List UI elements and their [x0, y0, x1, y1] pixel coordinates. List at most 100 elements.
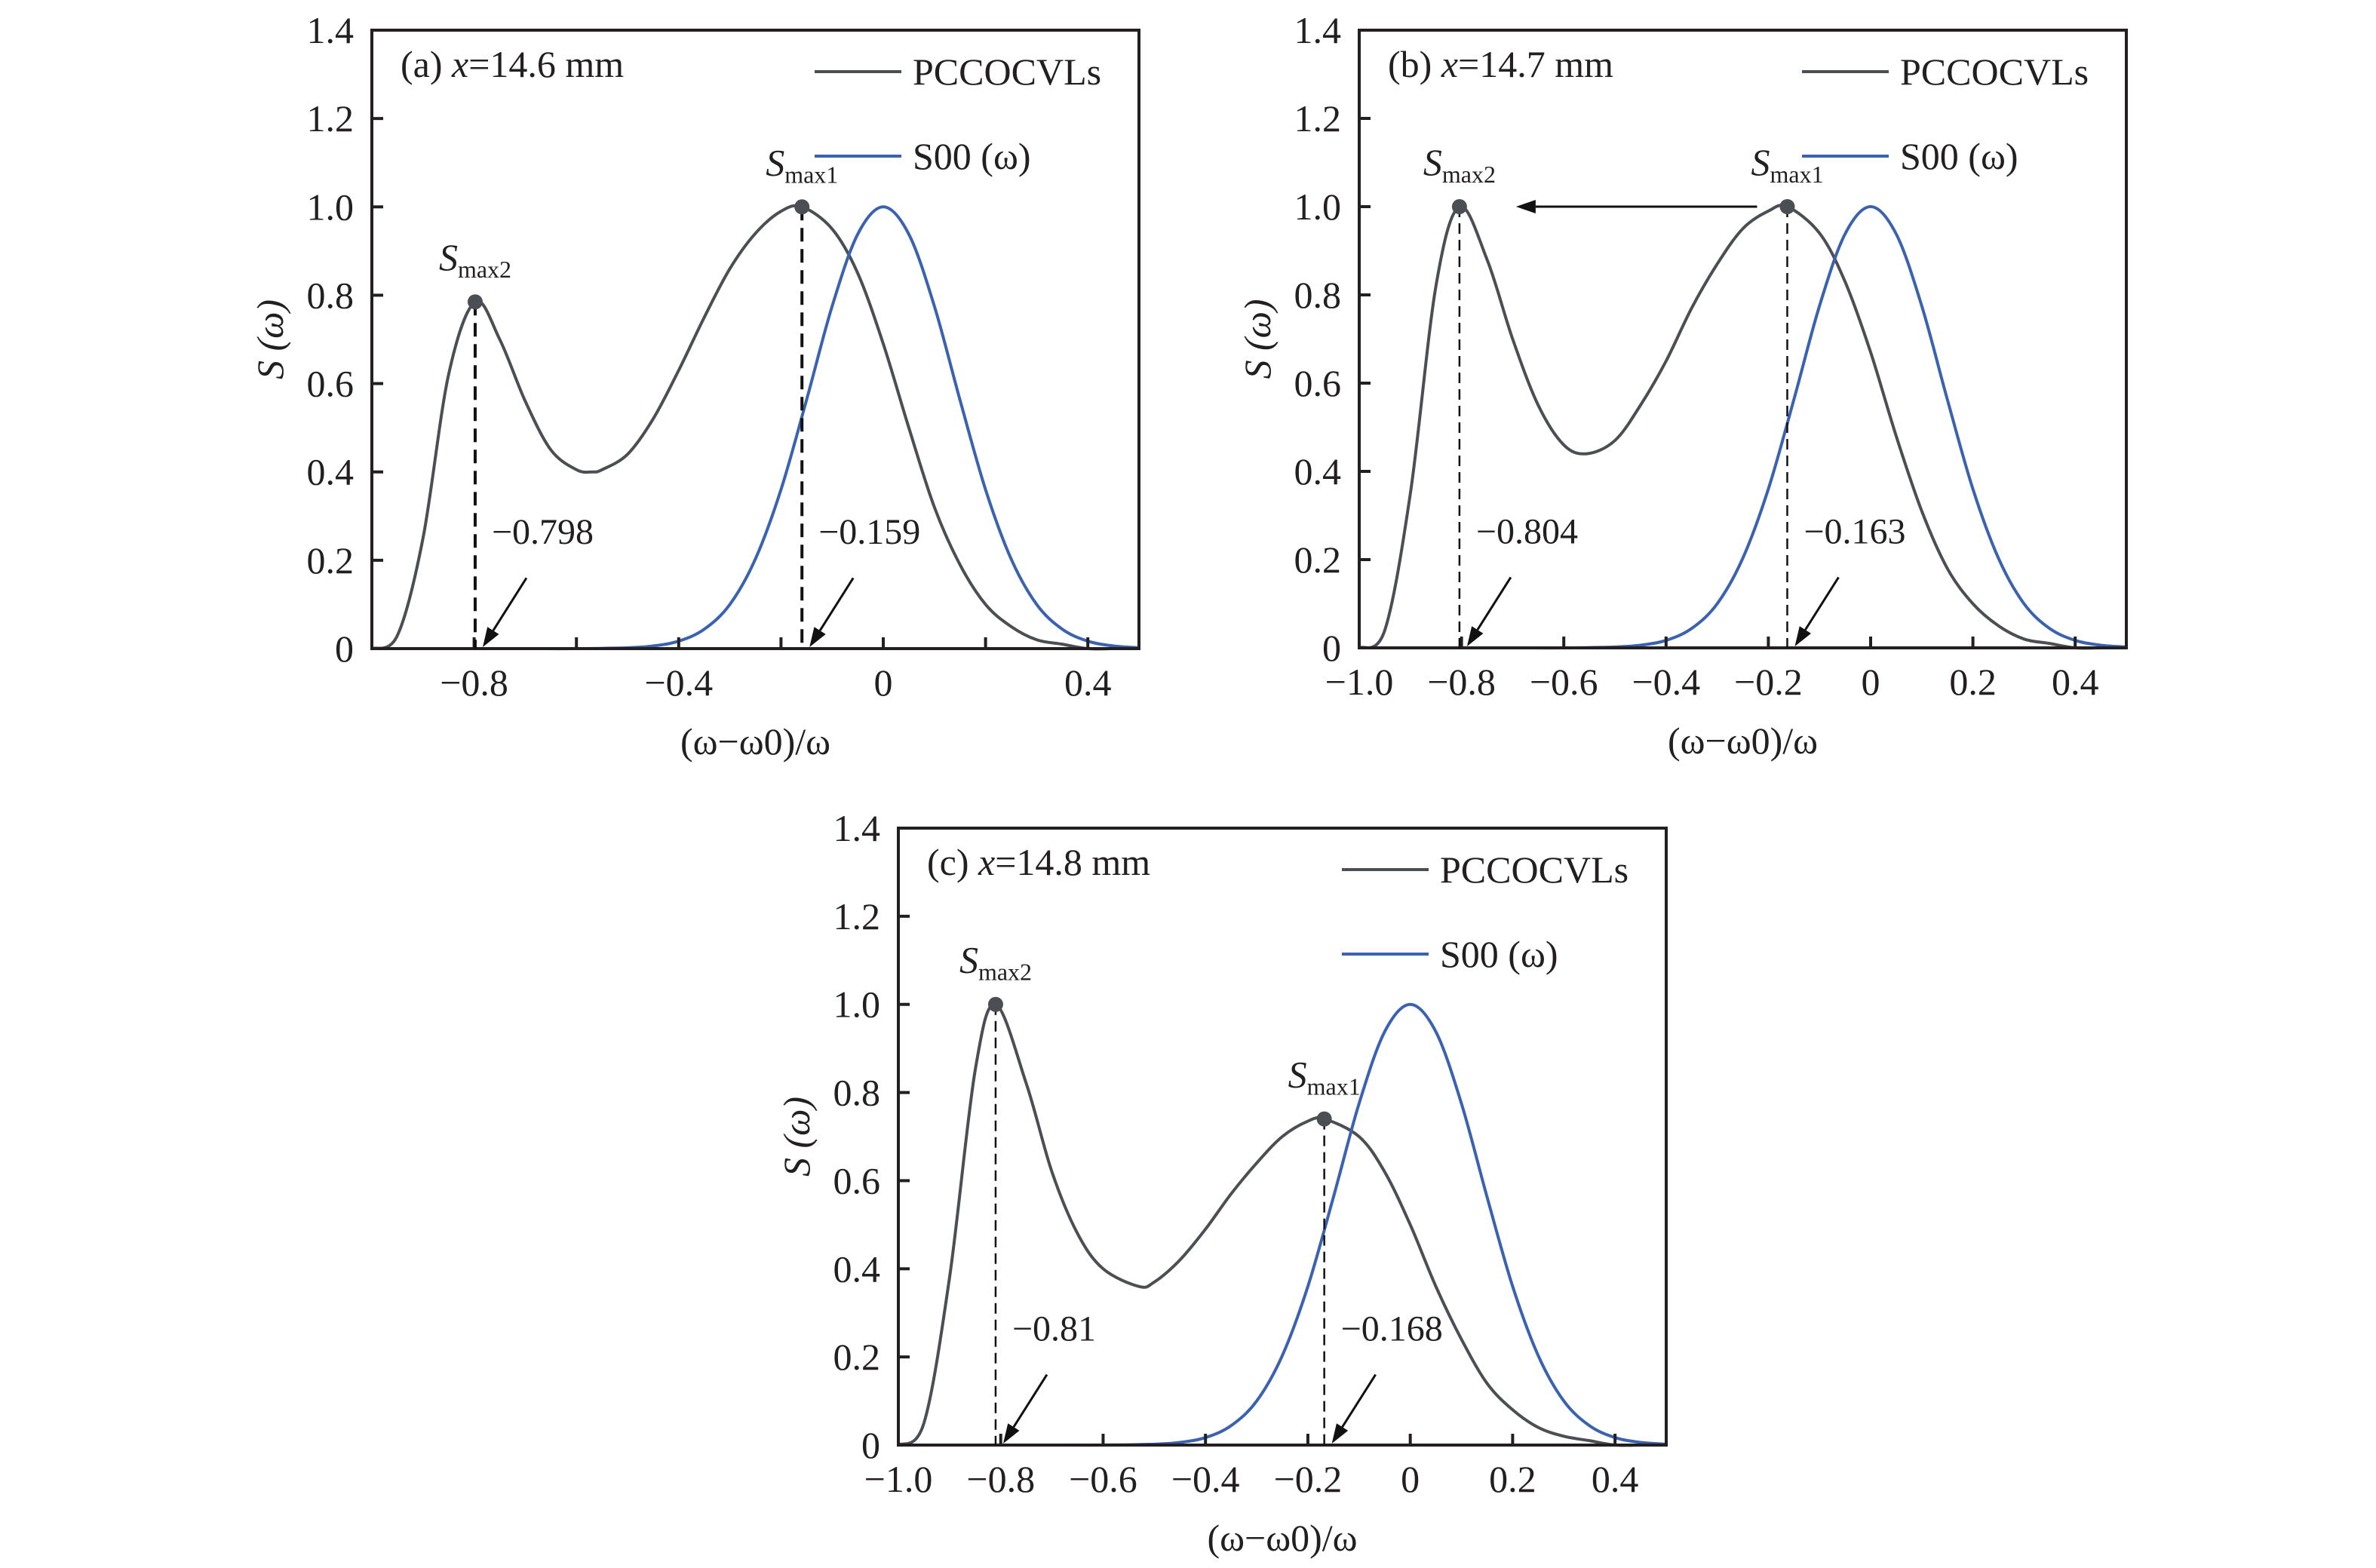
x-tick-label: 0 [1401, 1458, 1420, 1500]
legend-label-pccocvls: PCCOCVLs [1900, 51, 2089, 93]
peak-marker-smax2 [1451, 199, 1467, 214]
y-tick-label: 0.2 [833, 1336, 881, 1378]
panel-label: (b) x=14.7 mm [1388, 43, 1613, 85]
peak-label-smax1: Smax1 [1288, 1054, 1361, 1100]
peak-arrow-smax1-head [809, 627, 826, 647]
panel-label-var: x [451, 43, 468, 85]
peak-label-main: S [1751, 141, 1770, 183]
peak-value-smax2: −0.81 [1012, 1309, 1096, 1349]
peak-arrow-smax2-head [1002, 1423, 1020, 1444]
y-tick-label: 1.4 [1294, 9, 1342, 51]
series-line-s00 [1359, 204, 2127, 650]
x-tick-label: 0.2 [1489, 1458, 1536, 1500]
peak-label-main: S [959, 939, 978, 981]
peak-label-main: S [1423, 141, 1442, 183]
y-tick-label: 0.8 [1294, 274, 1342, 316]
peak-arrow-smax1-head [1794, 626, 1811, 646]
y-tick-label: 0.6 [1294, 362, 1342, 404]
legend-label-pccocvls: PCCOCVLs [1440, 848, 1629, 891]
peak-label-smax1: Smax1 [766, 141, 838, 188]
legend-label-s00: S00 (ω) [1440, 933, 1558, 975]
y-tick-label: 0.8 [833, 1072, 881, 1114]
x-tick-label: −0.4 [644, 661, 713, 704]
y-tick-label: 0.6 [307, 363, 355, 405]
x-tick-label: −0.2 [1734, 661, 1803, 703]
x-tick-label: −0.4 [1632, 661, 1700, 703]
peak-label-main: S [766, 141, 784, 183]
shift-arrow-head [1515, 200, 1536, 213]
y-tick-label: 0.2 [1294, 539, 1342, 581]
y-tick-label: 0.2 [307, 539, 355, 581]
y-axis-title: S (ω) [1236, 299, 1279, 379]
y-tick-label: 0.4 [307, 451, 355, 493]
x-tick-label: −0.6 [1069, 1458, 1137, 1500]
panel-label-prefix: (a) [401, 43, 452, 85]
peak-arrow-smax2-head [1466, 626, 1484, 646]
peak-label-sub: max1 [1770, 161, 1823, 188]
peak-arrow-smax2-shaft [492, 577, 528, 631]
peak-value-smax1: −0.168 [1341, 1309, 1443, 1349]
legend-label-s00: S00 (ω) [1900, 135, 2018, 177]
y-tick-label: 0.6 [833, 1159, 881, 1201]
y-tick-label: 0.4 [833, 1247, 881, 1290]
y-tick-label: 1.0 [307, 186, 355, 228]
peak-marker-smax1 [1779, 199, 1795, 214]
y-tick-label: 1.0 [833, 983, 881, 1026]
panel-b: 0 0.2 0.4 0.6 0.8 1.0 1.2 1.4 −1.0 −0.8 −0.6 −0.4 −0… [1236, 9, 2128, 762]
x-axis-title: (ω−ω0)/ω [1668, 720, 1818, 762]
peak-arrow-smax2-shaft [1012, 1373, 1048, 1428]
y-tick-label: 0.8 [307, 274, 355, 316]
peak-arrow-smax2-shaft [1476, 576, 1512, 631]
peak-label-smax2: Smax2 [959, 939, 1032, 986]
panel-c: 0 0.2 0.4 0.6 0.8 1.0 1.2 1.4 −1.0 −0.8 −0.6 −0.4 −0… [775, 807, 1668, 1559]
y-tick-label: 0 [335, 628, 354, 670]
panel-label-value: =14.7 mm [1458, 43, 1613, 85]
peak-label-smax2: Smax2 [1423, 141, 1496, 188]
peak-arrow-smax1-head [1331, 1423, 1349, 1444]
y-tick-label: 0 [861, 1424, 880, 1466]
y-axis-title: S (ω) [249, 299, 291, 379]
x-axis-title: (ω−ω0)/ω [680, 720, 830, 763]
panel-label-prefix: (b) [1388, 43, 1441, 85]
peak-marker-smax2 [467, 294, 483, 310]
peak-label-main: S [1288, 1054, 1307, 1096]
y-tick-label: 0.4 [1294, 450, 1342, 492]
peak-arrow-smax2-head [482, 627, 499, 647]
panel-label: (c) x=14.8 mm [927, 841, 1150, 883]
panel-label-value: =14.8 mm [995, 841, 1150, 883]
y-tick-label: 1.2 [833, 895, 881, 937]
x-tick-label: 0.4 [1064, 661, 1112, 704]
legend-label-s00: S00 (ω) [913, 135, 1031, 177]
plot-frame [897, 827, 1668, 1447]
y-tick-label: 1.4 [833, 807, 881, 849]
peak-label-sub: max2 [1442, 161, 1496, 188]
x-tick-label: 0 [874, 661, 893, 704]
y-tick-label: 1.2 [1294, 97, 1342, 140]
panel-a: 0 0.2 0.4 0.6 0.8 1.0 1.2 1.4 −0.8 −0.4 0 0.4 (ω−ω0)… [249, 9, 1140, 763]
x-tick-label: −0.8 [966, 1458, 1035, 1500]
plot-frame [1358, 29, 2128, 649]
x-tick-label: −0.2 [1274, 1458, 1343, 1500]
peak-value-smax1: −0.159 [818, 512, 920, 552]
peak-marker-smax2 [987, 996, 1003, 1012]
panel-label-var: x [978, 841, 995, 883]
x-axis-title: (ω−ω0)/ω [1207, 1517, 1357, 1559]
x-tick-label: −0.6 [1530, 661, 1598, 703]
panel-label-prefix: (c) [927, 841, 978, 883]
y-tick-label: 1.4 [307, 9, 355, 51]
x-tick-label: 0 [1862, 661, 1880, 703]
panel-label-var: x [1441, 43, 1458, 85]
x-tick-label: −1.0 [864, 1458, 933, 1500]
peak-value-smax2: −0.798 [492, 512, 594, 552]
panel-label: (a) x=14.6 mm [401, 43, 624, 85]
plot-frame [370, 29, 1140, 650]
peak-arrow-smax1-shaft [1804, 576, 1840, 631]
series-line-pccocvls [897, 1002, 1666, 1447]
x-tick-label: −0.8 [440, 661, 508, 704]
peak-value-smax2: −0.804 [1476, 511, 1578, 551]
peak-label-sub: max1 [784, 161, 838, 188]
y-tick-label: 1.0 [1294, 186, 1342, 228]
y-tick-label: 1.2 [307, 97, 355, 140]
x-tick-label: −0.8 [1427, 661, 1496, 703]
peak-arrow-smax1-shaft [1341, 1373, 1377, 1428]
